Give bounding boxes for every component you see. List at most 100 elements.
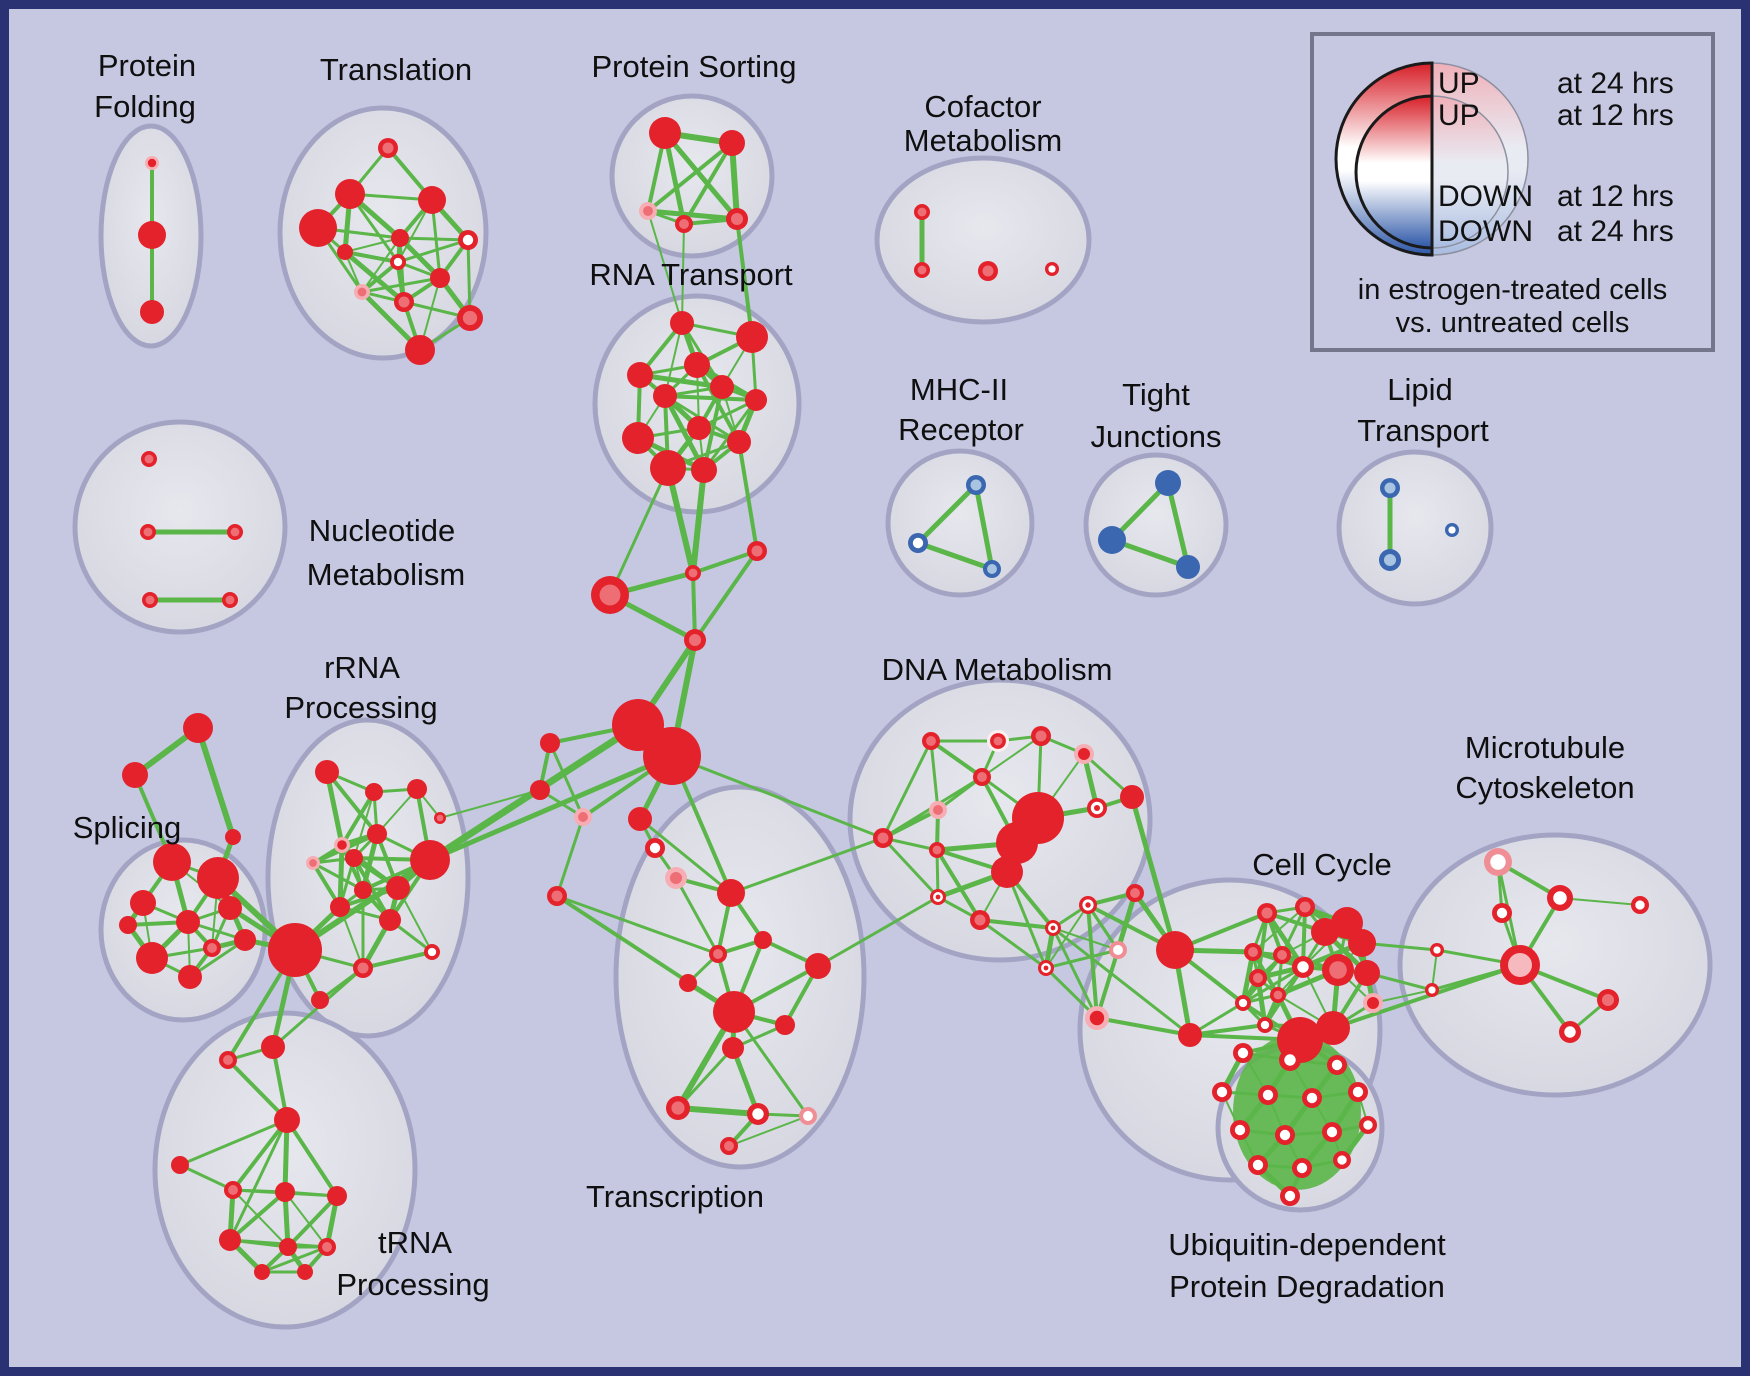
node-tx-9 <box>713 991 755 1033</box>
node-ub-4 <box>1258 1085 1278 1105</box>
edge <box>881 739 933 840</box>
node-cc-0 <box>1156 931 1194 969</box>
edge <box>973 482 995 572</box>
node-rna-5 <box>710 375 734 399</box>
node-dna-6 <box>929 801 947 819</box>
node-cf-1 <box>914 262 930 278</box>
cluster-label-cf-1: Metabolism <box>904 123 1063 158</box>
node-tj-0 <box>1155 470 1181 496</box>
edge <box>1044 948 1120 970</box>
cluster-label-mt-0: Microtubule <box>1465 730 1625 765</box>
node-sp-1 <box>197 857 239 899</box>
node-rr-4 <box>306 856 320 870</box>
node-it-7 <box>530 780 550 800</box>
node-mhc-1 <box>908 533 928 553</box>
node-sp-5 <box>203 939 221 957</box>
edge <box>231 1118 289 1192</box>
node-trn-7 <box>219 1229 241 1251</box>
node-it-8 <box>574 808 592 826</box>
legend-down12-time: at 12 hrs <box>1557 180 1674 213</box>
node-ub-14 <box>1280 1186 1300 1206</box>
legend-row-up-24: UP at 24 hrs <box>1438 67 1674 101</box>
edge <box>226 1058 289 1122</box>
node-it-5 <box>643 727 701 785</box>
node-cc-14 <box>1235 995 1251 1011</box>
cluster-bubble-nm <box>72 419 288 635</box>
node-ub-2 <box>1327 1055 1347 1075</box>
node-cc-10 <box>1322 954 1354 986</box>
node-tl-4 <box>391 229 409 247</box>
node-tx-12 <box>666 1096 690 1120</box>
node-tl-6 <box>390 254 406 270</box>
node-tl-3 <box>299 209 337 247</box>
cluster-label-sp-0: Splicing <box>73 810 182 845</box>
node-nm-0 <box>141 451 157 467</box>
edge <box>664 322 683 397</box>
edge <box>915 482 979 546</box>
node-mt-0 <box>1484 848 1512 876</box>
node-ub-5 <box>1302 1088 1322 1108</box>
node-rna-3 <box>684 352 710 378</box>
edge <box>1241 965 1305 1005</box>
node-dna-12 <box>929 842 945 858</box>
node-cc-11 <box>1354 960 1380 986</box>
node-tl-0 <box>378 138 398 158</box>
legend-up24-time: at 24 hrs <box>1557 67 1674 100</box>
node-cc-8 <box>1273 946 1291 964</box>
node-lp-2 <box>1445 523 1459 537</box>
edge <box>935 848 982 922</box>
edge <box>670 754 885 840</box>
node-lp-1 <box>1379 549 1401 571</box>
node-rr-5 <box>345 849 363 867</box>
node-tl-12 <box>337 244 353 260</box>
node-it-11 <box>122 762 148 788</box>
node-cc-15 <box>1257 1017 1273 1033</box>
node-dna-5 <box>1120 785 1144 809</box>
node-rr-11 <box>379 909 401 931</box>
cluster-label-nm-1: Metabolism <box>307 557 466 592</box>
node-ub-0 <box>1233 1043 1253 1063</box>
edge <box>397 887 433 953</box>
cluster-label-lp-1: Transport <box>1357 413 1489 448</box>
node-tx-6 <box>679 974 697 992</box>
edge <box>662 130 740 222</box>
node-rna-11 <box>691 457 717 483</box>
edge <box>1051 926 1192 1037</box>
cluster-label-mhc-1: Receptor <box>898 412 1024 447</box>
legend-row-down-24: DOWN at 24 hrs <box>1438 215 1674 249</box>
node-rr-1 <box>365 783 383 801</box>
edge <box>1252 906 1306 953</box>
edge <box>548 741 585 819</box>
node-tx-7 <box>754 931 772 949</box>
node-mt-3 <box>1500 945 1540 985</box>
node-ps-3 <box>675 215 693 233</box>
edge <box>691 549 759 575</box>
node-tl-8 <box>354 284 370 300</box>
node-cc-3 <box>1295 897 1315 917</box>
edge <box>729 836 885 895</box>
edge <box>981 735 1042 778</box>
node-nm-2 <box>227 524 243 540</box>
cluster-bubble-lp <box>1336 449 1494 607</box>
node-it-9 <box>434 812 446 824</box>
legend-up24-level: UP <box>1438 67 1480 100</box>
edge <box>325 770 379 836</box>
node-dna-20 <box>1109 941 1127 959</box>
node-mt-7 <box>1631 896 1649 914</box>
cluster-label-cc-0: Cell Cycle <box>1252 847 1392 882</box>
nodes-layer <box>119 117 1649 1280</box>
edge <box>702 385 724 472</box>
edge <box>427 753 675 863</box>
node-rna-4 <box>653 384 677 408</box>
node-rna-0 <box>670 311 694 335</box>
legend-up12-time: at 12 hrs <box>1557 99 1674 132</box>
edge <box>645 208 740 222</box>
node-it-10 <box>183 713 213 743</box>
node-it-1 <box>747 541 767 561</box>
node-rna-7 <box>687 416 711 440</box>
cluster-label-cf-0: Cofactor <box>924 89 1041 124</box>
node-tl-11 <box>405 335 435 365</box>
legend-up12-level: UP <box>1438 99 1480 132</box>
node-rna-10 <box>650 450 686 486</box>
edge <box>737 440 759 553</box>
